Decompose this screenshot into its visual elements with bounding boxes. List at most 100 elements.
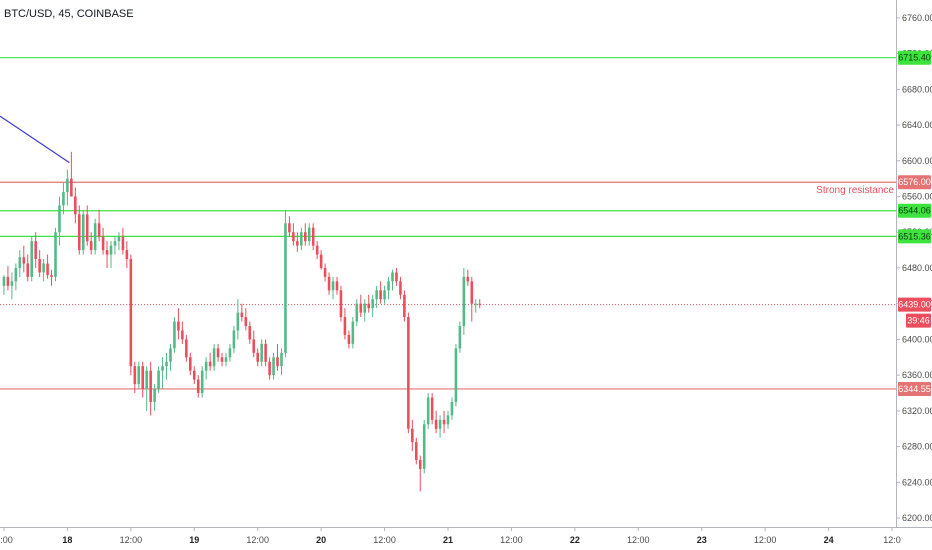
symbol-title: BTC/USD, 45, COINBASE bbox=[4, 8, 134, 20]
candle-down bbox=[399, 281, 402, 295]
candle-down bbox=[34, 241, 37, 260]
support-price-tag bbox=[898, 229, 931, 244]
candle-down bbox=[252, 339, 256, 353]
candle-up bbox=[169, 348, 172, 362]
price-tick-label: 6400.00 bbox=[902, 334, 932, 344]
candle-up bbox=[375, 290, 378, 300]
candle-down bbox=[335, 281, 339, 291]
candle-down bbox=[367, 303, 370, 309]
candle-down bbox=[359, 303, 363, 313]
candle-up bbox=[355, 303, 359, 322]
candle-down bbox=[430, 397, 434, 420]
candle-down bbox=[319, 254, 323, 268]
candle-up bbox=[462, 276, 466, 327]
candle-up bbox=[228, 348, 232, 358]
time-tick-label: 12:00 bbox=[246, 535, 269, 545]
candle-down bbox=[470, 281, 474, 304]
candle-down bbox=[442, 419, 446, 425]
candle-up bbox=[383, 290, 386, 300]
time-tick-label: 18 bbox=[62, 535, 72, 545]
candle-down bbox=[196, 379, 200, 394]
candle-up bbox=[272, 357, 275, 376]
candle-down bbox=[323, 267, 327, 277]
level-price-label: 6344.55 bbox=[898, 384, 931, 394]
candle-down bbox=[303, 232, 307, 242]
countdown-label: 39:46 bbox=[907, 316, 930, 326]
time-tick-label: 12:00 bbox=[500, 535, 523, 545]
candle-down bbox=[78, 214, 81, 251]
candle-up bbox=[173, 321, 176, 349]
candle-up bbox=[363, 303, 367, 313]
candle-up bbox=[145, 370, 148, 389]
candle-down bbox=[125, 250, 129, 260]
candle-down bbox=[478, 303, 482, 305]
candle-down bbox=[74, 196, 77, 215]
time-tick-label: 22 bbox=[570, 535, 580, 545]
candle-down bbox=[403, 294, 406, 318]
price-tick-label: 6560.00 bbox=[902, 192, 932, 202]
candle-up bbox=[93, 223, 97, 251]
level-annotation: Strong resistance bbox=[816, 185, 894, 196]
candle-down bbox=[133, 366, 137, 385]
candle-down bbox=[208, 361, 212, 367]
candle-down bbox=[220, 357, 224, 362]
candle-up bbox=[18, 257, 22, 268]
candle-down bbox=[89, 241, 93, 251]
price-tick-label: 6200.00 bbox=[902, 513, 932, 523]
current-price-tag bbox=[898, 297, 931, 312]
candle-down bbox=[276, 357, 279, 367]
support-price-tag bbox=[898, 203, 931, 218]
candle-up bbox=[438, 419, 442, 429]
candle-down bbox=[101, 236, 105, 251]
candle-up bbox=[58, 205, 61, 233]
candle-down bbox=[379, 290, 382, 300]
candle-up bbox=[109, 245, 113, 255]
price-tick-label: 6680.00 bbox=[902, 84, 932, 94]
candle-down bbox=[105, 250, 109, 255]
candle-up bbox=[232, 330, 236, 349]
price-tick-label: 6480.00 bbox=[902, 263, 932, 273]
time-tick-label: 12:0 bbox=[883, 535, 901, 545]
candle-up bbox=[371, 299, 374, 309]
candle-down bbox=[70, 178, 73, 197]
candle-up bbox=[81, 214, 85, 251]
candle-up bbox=[458, 326, 462, 349]
candle-down bbox=[192, 370, 196, 380]
candle-down bbox=[244, 317, 248, 327]
level-price-label: 6544.06 bbox=[898, 206, 931, 216]
candle-up bbox=[454, 348, 458, 402]
candle-down bbox=[343, 317, 347, 335]
price-tick-label: 6360.00 bbox=[902, 370, 932, 380]
current-price-label: 6439.00 bbox=[898, 300, 931, 310]
candle-up bbox=[422, 424, 426, 469]
candle-up bbox=[157, 370, 160, 389]
time-tick-label: 12:00 bbox=[373, 535, 396, 545]
candle-up bbox=[260, 343, 263, 362]
candle-down bbox=[50, 275, 53, 277]
countdown-tag bbox=[906, 313, 931, 328]
time-tick-label: 12:00 bbox=[120, 535, 143, 545]
trend-line[interactable] bbox=[0, 115, 70, 164]
candle-down bbox=[6, 276, 10, 286]
candle-down bbox=[288, 223, 291, 233]
candle-up bbox=[137, 366, 141, 385]
candle-down bbox=[256, 352, 259, 362]
candle-up bbox=[204, 361, 208, 371]
candle-up bbox=[212, 348, 216, 367]
candle-down bbox=[407, 317, 410, 429]
candle-down bbox=[185, 339, 188, 358]
level-price-label: 6715.40 bbox=[898, 53, 931, 63]
candle-up bbox=[10, 281, 14, 286]
candle-down bbox=[149, 370, 152, 402]
candle-up bbox=[387, 281, 390, 291]
candle-up bbox=[331, 281, 335, 291]
candle-down bbox=[339, 290, 343, 318]
candle-up bbox=[391, 272, 394, 282]
resistance-price-tag bbox=[898, 175, 931, 190]
time-tick-label: 12:00 bbox=[754, 535, 777, 545]
candle-down bbox=[414, 442, 418, 461]
candle-up bbox=[236, 312, 240, 331]
candle-up bbox=[54, 232, 57, 277]
